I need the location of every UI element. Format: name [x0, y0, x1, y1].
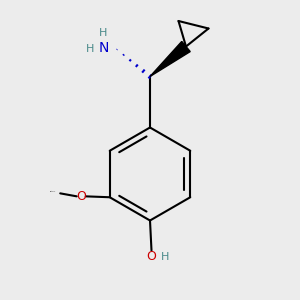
Text: N: N	[98, 41, 109, 55]
Text: O: O	[147, 250, 156, 263]
Text: H: H	[86, 44, 94, 55]
Text: O: O	[76, 190, 86, 203]
Text: methoxy: methoxy	[50, 191, 56, 193]
Text: H: H	[161, 251, 169, 262]
Text: H: H	[99, 28, 108, 38]
Polygon shape	[150, 41, 190, 76]
